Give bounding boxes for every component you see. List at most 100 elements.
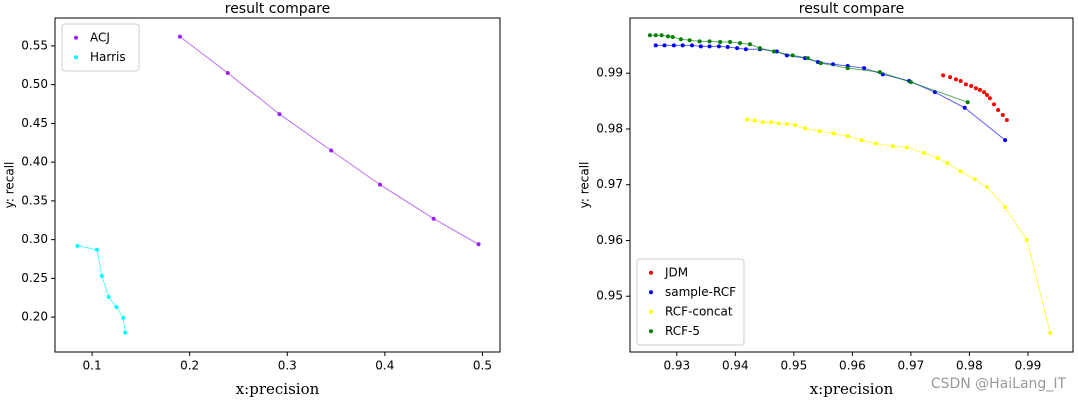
point [757,46,762,51]
point [790,53,795,58]
point [921,150,926,155]
point [752,118,757,123]
legend-label: Harris [90,50,126,64]
x-tick-label: 0.93 [663,359,690,373]
point [963,82,968,87]
y-tick-label: 0.20 [21,310,48,324]
point [106,294,111,299]
x-tick-label: 0.4 [375,359,394,373]
watermark: CSDN @HaiLang_IT [931,376,1067,392]
point [948,75,953,80]
point [1000,113,1005,118]
point [671,43,676,48]
point [743,47,748,52]
legend-marker [74,35,78,40]
legend-marker [649,270,653,275]
x-tick-label: 0.5 [473,359,492,373]
series-line [655,44,1006,141]
y-tick-label: 0.97 [596,177,623,191]
point [476,242,481,247]
y-tick-label: 0.96 [596,233,623,247]
point [958,169,963,174]
point [697,39,702,44]
y-tick-label: 0.98 [596,121,623,135]
x-tick-label: 0.97 [898,359,925,373]
point [845,134,850,139]
point [996,108,1001,113]
chart-title: result compare [225,1,331,17]
point [177,34,182,39]
y-tick-label: 0.50 [21,77,48,91]
point [745,117,750,122]
point [984,184,989,189]
point [1048,331,1053,336]
point [904,145,909,150]
point [802,126,807,131]
point [973,86,978,91]
x-tick-label: 0.95 [780,359,807,373]
point [653,43,658,48]
point [982,90,987,95]
point [99,274,104,279]
point [991,102,996,107]
point [747,42,752,47]
legend-marker [74,55,78,60]
y-tick-label: 0.25 [21,271,48,285]
point [890,144,895,149]
point [670,34,675,39]
point [972,177,977,182]
point [738,41,743,46]
point [1004,118,1009,123]
point [728,39,733,44]
series-line [179,36,479,245]
point [716,44,721,49]
legend-box [636,258,745,346]
point [123,330,128,335]
point [653,33,658,38]
point [760,120,765,125]
legend-label: RCF-concat [665,304,733,318]
y-tick-label: 0.35 [21,193,48,207]
point [958,79,963,84]
point [277,112,282,117]
legend-marker [649,309,653,314]
point [225,71,230,76]
point [877,70,882,75]
point [953,77,958,82]
point [666,34,671,39]
series-line [746,118,1051,334]
y-tick-label: 0.45 [21,116,48,130]
point [690,43,695,48]
point [817,129,822,134]
point [114,305,119,310]
point [793,123,798,128]
plot-frame [54,17,501,353]
point [831,131,836,136]
point [707,44,712,49]
point [718,39,723,44]
point [698,44,703,49]
point [769,120,774,125]
point [121,315,126,320]
y-axis-label: y: recall [578,162,592,209]
y-tick-label: 0.55 [21,38,48,52]
point [659,33,664,38]
point [977,87,982,92]
x-tick-label: 0.96 [839,359,866,373]
y-tick-label: 0.40 [21,155,48,169]
legend-label: RCF-5 [665,324,700,338]
point [859,138,864,143]
point [725,44,730,49]
legend-label: JDM [664,265,688,279]
point [935,155,940,160]
series-line [649,34,968,103]
point [984,92,989,97]
series-line [77,245,126,333]
legend-label: sample-RCF [665,285,736,299]
point [965,100,970,105]
point [962,105,967,110]
point [818,61,823,66]
point [662,43,667,48]
point [94,247,99,252]
x-tick-label: 0.98 [956,359,983,373]
